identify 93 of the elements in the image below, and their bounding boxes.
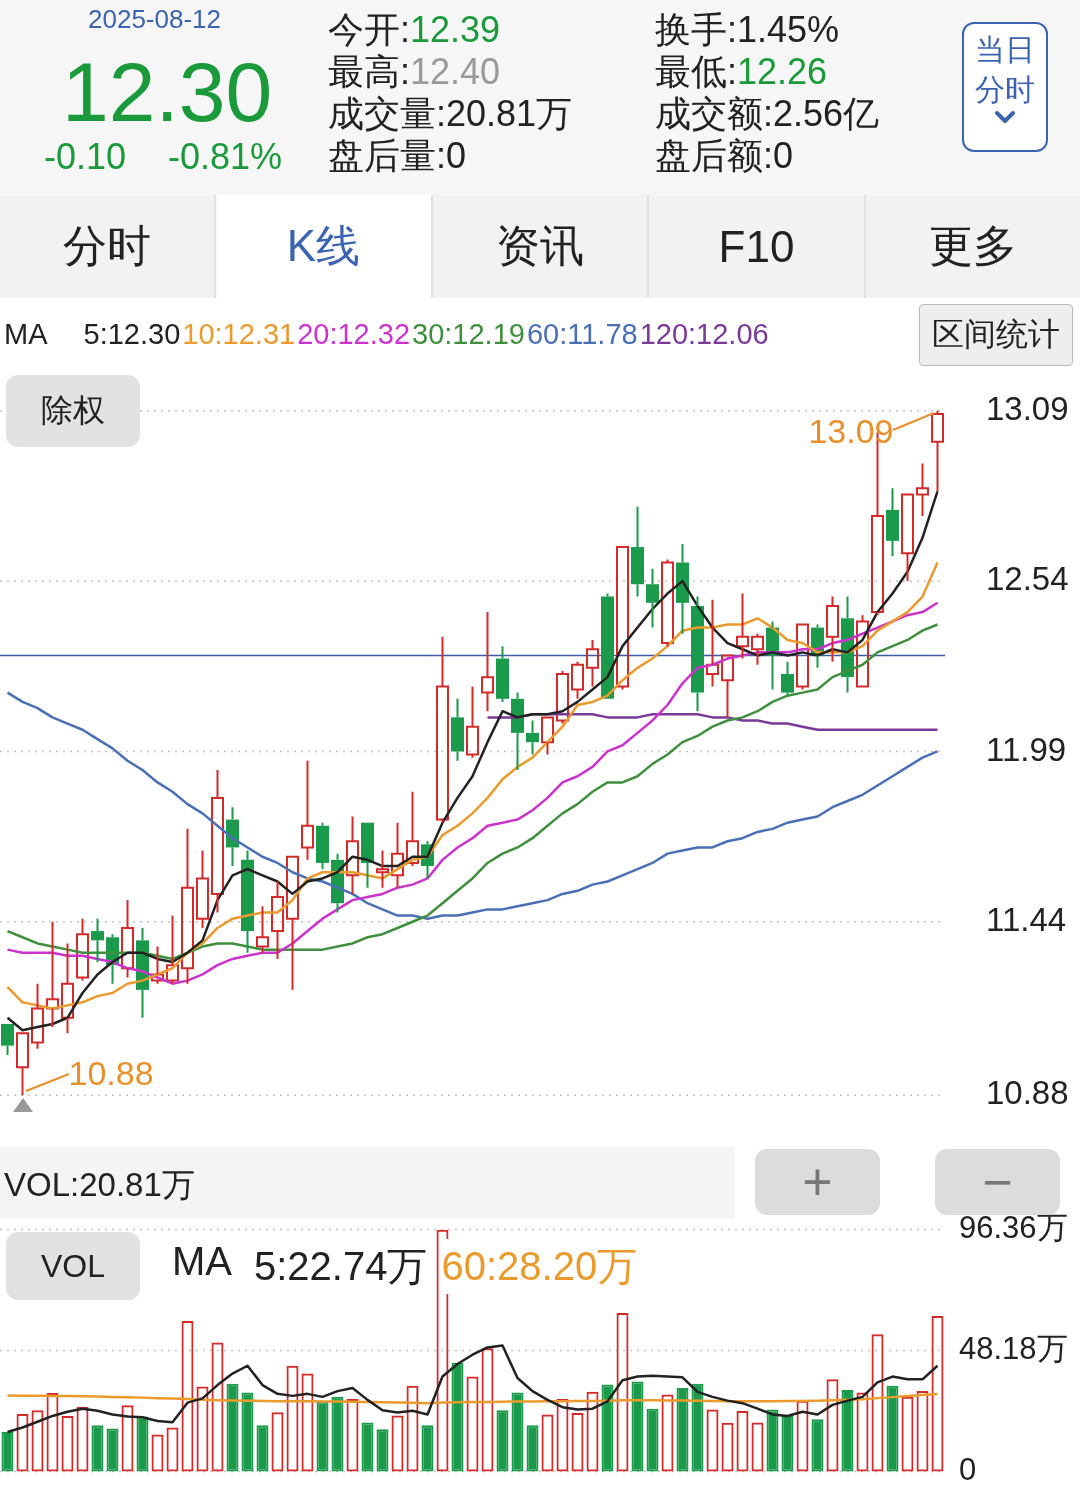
candlestick: [736, 592, 749, 660]
text: 区间统计: [919, 304, 1073, 366]
text: 60:28.20万: [441, 1239, 638, 1294]
candlestick: [16, 1032, 29, 1097]
candlestick: [406, 790, 419, 868]
candlestick: [886, 487, 899, 558]
candlestick: [916, 462, 929, 518]
candlestick: [361, 822, 374, 889]
candlestick: [901, 493, 914, 583]
candlestick: [691, 595, 704, 713]
text: 10:12.31: [182, 318, 296, 351]
annotation: 13.09: [808, 411, 894, 450]
y-tick-label: 12.54: [986, 560, 1069, 598]
text: 5:12.30: [83, 318, 181, 351]
text: 盘后额:0: [655, 135, 794, 176]
annotation: 10.88: [68, 1054, 154, 1093]
text: 换手:1.45%: [655, 9, 840, 50]
text: 最低:12.26: [655, 51, 828, 92]
series-label: 5:22.74万: [254, 1239, 428, 1294]
text: 分时: [0, 195, 216, 298]
candlestick: [721, 654, 734, 719]
candlestick: [76, 917, 89, 982]
y-tick-label: 11.99: [986, 730, 1067, 768]
candlestick: [46, 920, 59, 1029]
candlestick: [466, 685, 479, 759]
text: 盘后量:0: [328, 135, 467, 176]
text: 60:11.78: [526, 318, 638, 351]
text: 2025-08-12: [88, 4, 221, 35]
candlestick: [31, 982, 44, 1050]
candlestick: [541, 716, 554, 756]
text: 30:12.19: [412, 318, 525, 351]
y-tick-label: 11.44: [986, 900, 1067, 938]
text: K线: [216, 195, 433, 298]
candlestick: [391, 821, 404, 889]
text: 最高:12.40: [328, 51, 501, 92]
annotation: VOL: [6, 1232, 140, 1300]
candlestick: [826, 595, 839, 663]
y-tick-label: 48.18万: [959, 1331, 1068, 1367]
candlestick: [751, 632, 764, 666]
text: +: [755, 1149, 880, 1215]
candlestick: [496, 645, 509, 703]
text: 120:12.06: [639, 318, 769, 351]
candlestick: [61, 942, 74, 1035]
text: 更多: [866, 195, 1080, 298]
candlestick: [316, 821, 329, 871]
candlestick: [511, 691, 524, 772]
legend-title: MA: [172, 1239, 232, 1294]
candlestick: [346, 815, 359, 895]
text: 成交额:2.56亿: [655, 93, 880, 134]
candlestick: [256, 905, 269, 954]
text: F10: [649, 195, 866, 298]
y-tick-label: 13.09: [986, 389, 1069, 427]
text: 20:12.32: [297, 318, 411, 351]
candlestick: [586, 638, 599, 688]
candlestick: [196, 849, 209, 929]
candlestick: [931, 409, 944, 493]
candlestick: [646, 567, 659, 629]
legend-title: MA: [4, 318, 48, 351]
y-tick-label: 10.88: [986, 1074, 1069, 1112]
candlestick: [856, 614, 869, 688]
candlestick: [286, 855, 299, 991]
candlestick: [91, 917, 104, 964]
candlestick: [481, 611, 494, 713]
candlestick: [571, 660, 584, 700]
candlestick: [616, 546, 629, 691]
candlestick: [526, 719, 539, 756]
candlestick: [211, 769, 224, 914]
candlestick: [796, 623, 809, 691]
candlestick: [271, 880, 284, 960]
text: VOL:20.81万: [4, 1165, 195, 1205]
text: 今开:12.39: [328, 9, 501, 50]
text: 成交量:20.81万: [328, 93, 573, 134]
candlestick: [631, 505, 644, 598]
candlestick: [706, 598, 719, 688]
text: 资讯: [433, 195, 649, 298]
candlestick: [181, 827, 194, 985]
y-tick-label: 0: [959, 1451, 977, 1487]
candlestick: [661, 558, 674, 648]
candlestick: [121, 899, 134, 979]
text: −: [935, 1149, 1060, 1215]
annotation: 除权: [6, 375, 140, 447]
candlestick: [556, 669, 569, 725]
candlestick: [241, 849, 254, 954]
candlestick: [436, 635, 449, 824]
text: 当日分时: [974, 32, 1036, 108]
candlestick: [166, 914, 179, 985]
candlestick: [451, 697, 464, 762]
candlestick: [376, 849, 389, 889]
candlestick: [601, 592, 614, 699]
candlestick: [151, 945, 164, 985]
candlestick: [301, 759, 314, 861]
candlestick: [1, 1023, 14, 1056]
candlestick: [781, 660, 794, 697]
